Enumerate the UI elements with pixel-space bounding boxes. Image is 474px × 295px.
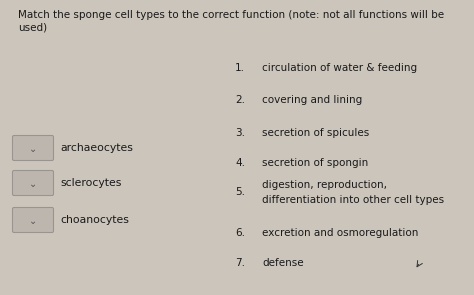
- Text: secretion of spongin: secretion of spongin: [262, 158, 368, 168]
- Text: 4.: 4.: [235, 158, 245, 168]
- Text: archaeocytes: archaeocytes: [60, 143, 133, 153]
- Text: Match the sponge cell types to the correct function (note: not all functions wil: Match the sponge cell types to the corre…: [18, 10, 444, 20]
- FancyBboxPatch shape: [12, 207, 54, 232]
- Text: secretion of spicules: secretion of spicules: [262, 128, 369, 138]
- Text: 2.: 2.: [235, 95, 245, 105]
- Text: digestion, reproduction,: digestion, reproduction,: [262, 180, 387, 190]
- Text: covering and lining: covering and lining: [262, 95, 362, 105]
- Text: defense: defense: [262, 258, 304, 268]
- FancyBboxPatch shape: [12, 135, 54, 160]
- Text: 7.: 7.: [235, 258, 245, 268]
- Text: 3.: 3.: [235, 128, 245, 138]
- Text: used): used): [18, 22, 47, 32]
- Text: 6.: 6.: [235, 228, 245, 238]
- Text: ⌄: ⌄: [29, 144, 37, 154]
- Text: differentiation into other cell types: differentiation into other cell types: [262, 195, 444, 205]
- FancyBboxPatch shape: [12, 171, 54, 196]
- Text: 1.: 1.: [235, 63, 245, 73]
- Text: choanocytes: choanocytes: [60, 215, 129, 225]
- Text: 5.: 5.: [235, 187, 245, 197]
- Text: ⌄: ⌄: [29, 179, 37, 189]
- Text: excretion and osmoregulation: excretion and osmoregulation: [262, 228, 419, 238]
- Text: ⌄: ⌄: [29, 216, 37, 226]
- Text: sclerocytes: sclerocytes: [60, 178, 121, 188]
- Text: circulation of water & feeding: circulation of water & feeding: [262, 63, 417, 73]
